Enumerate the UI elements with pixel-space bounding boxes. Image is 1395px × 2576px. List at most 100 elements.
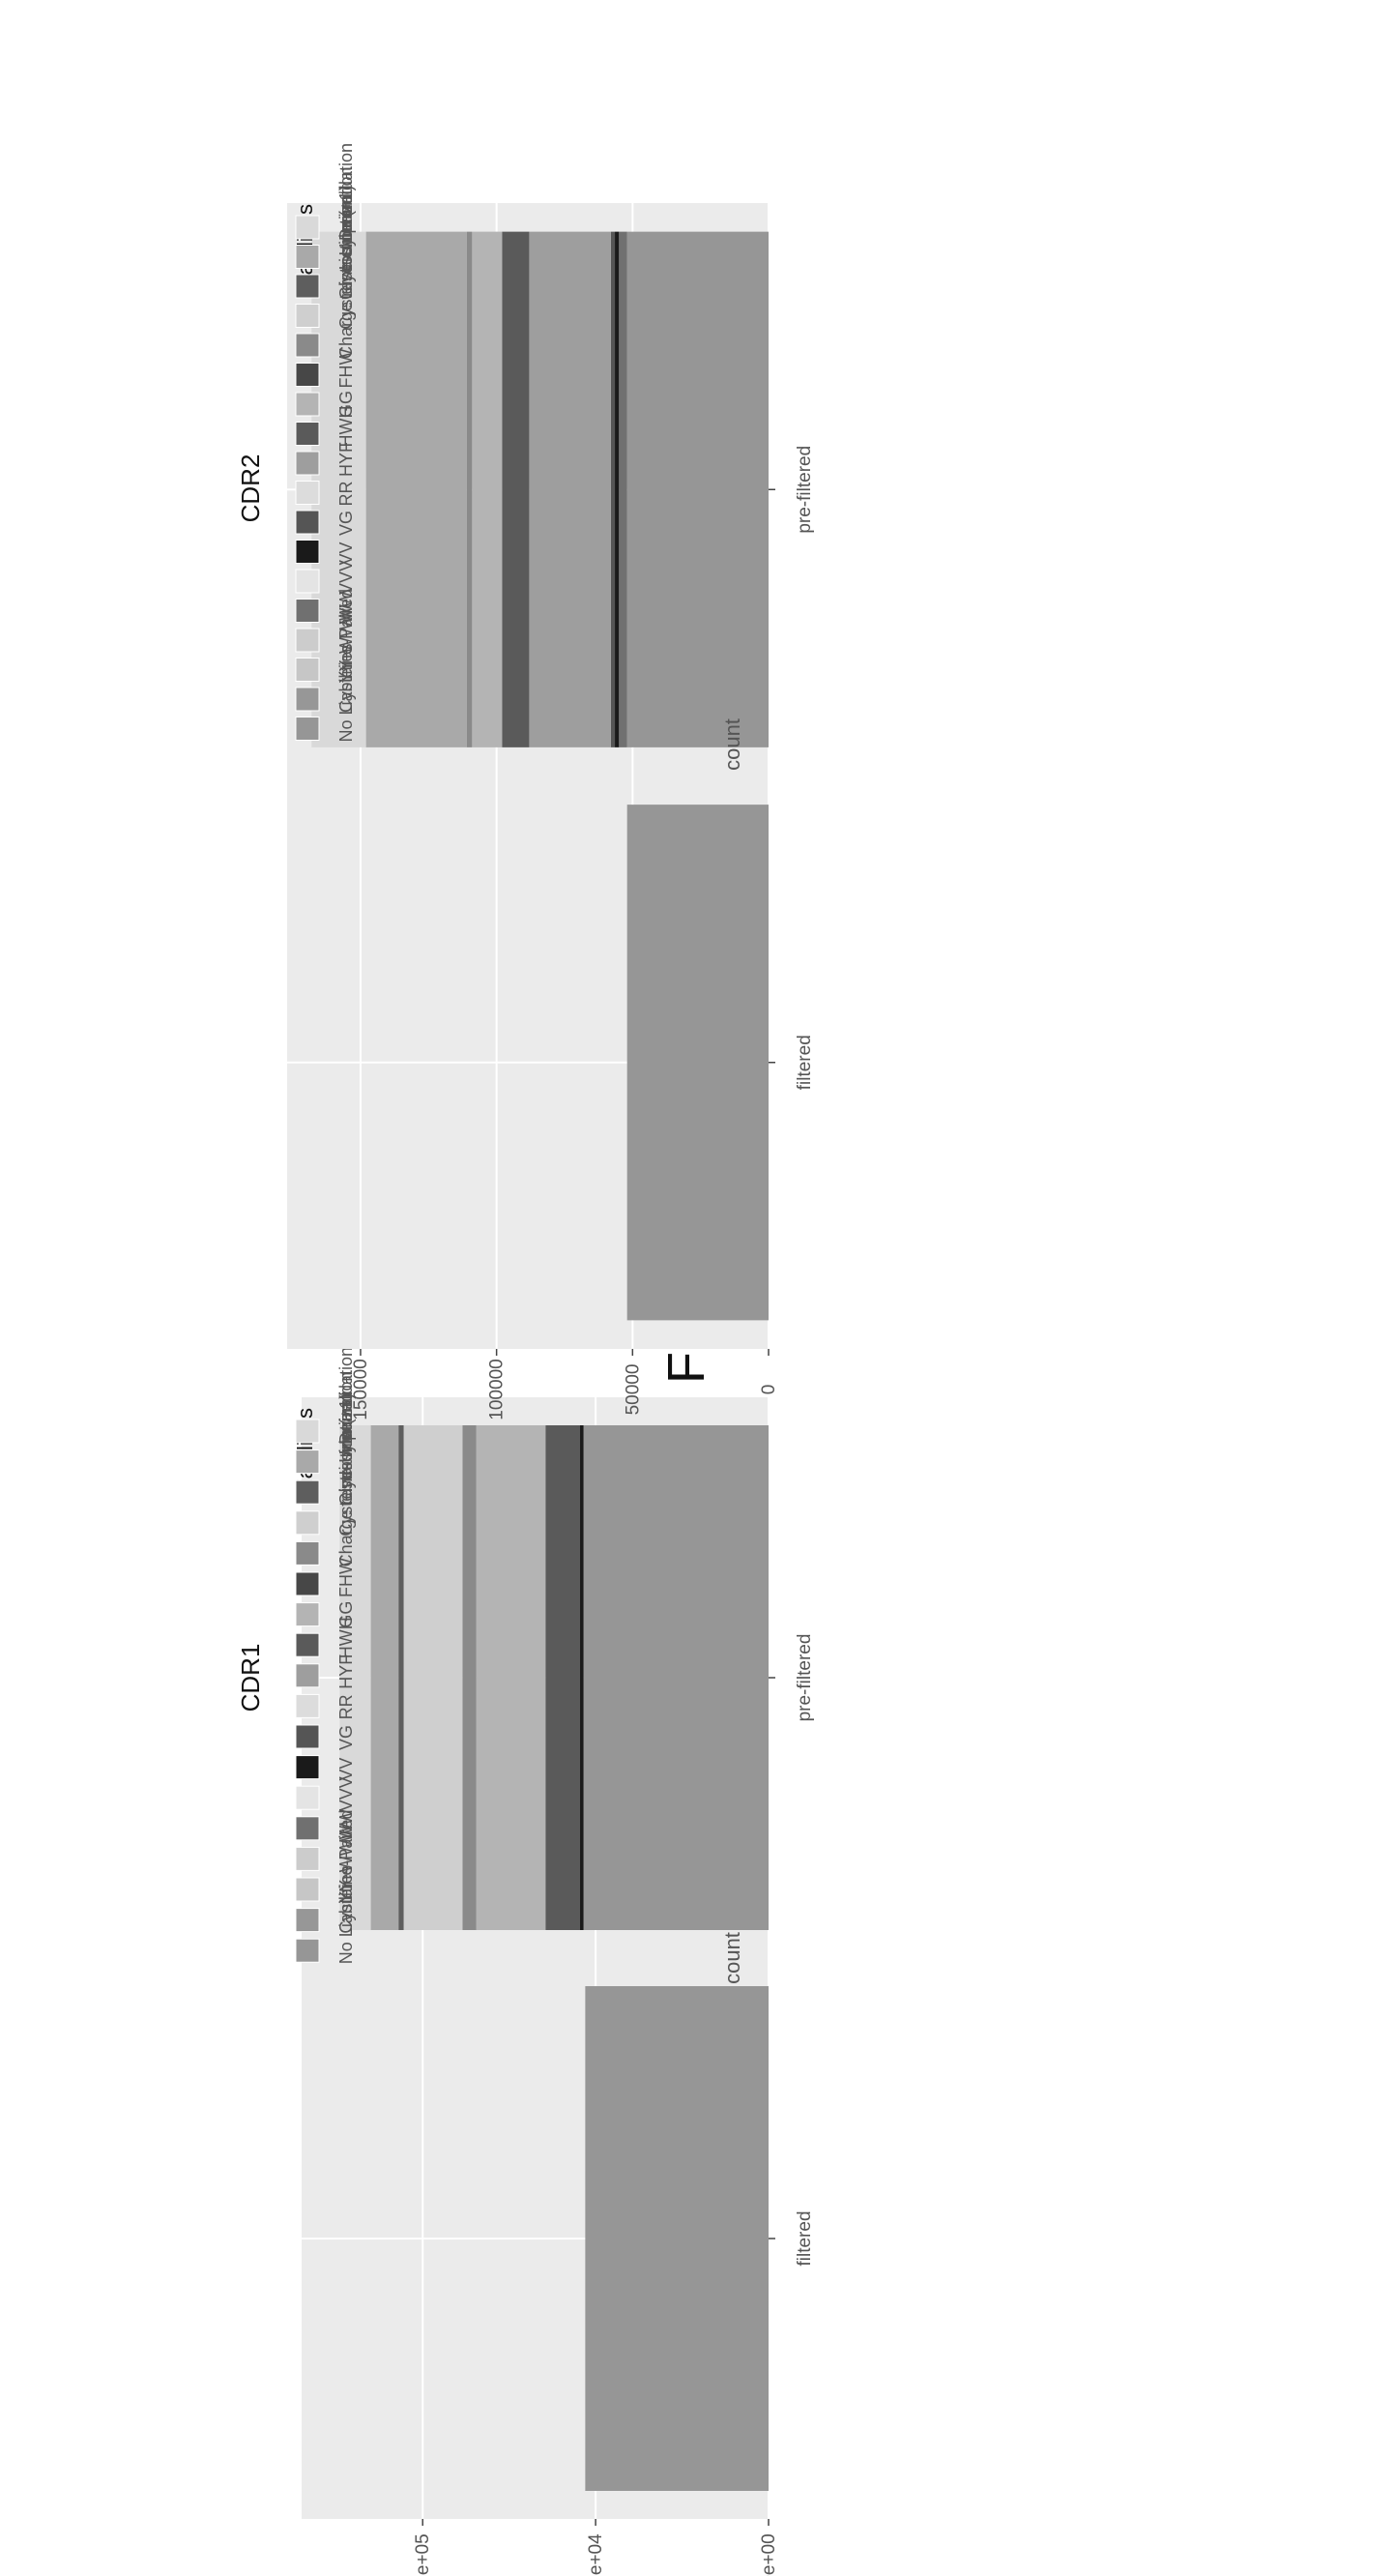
legend-swatch-yy xyxy=(295,1877,320,1902)
bar-segment-hwh xyxy=(502,231,530,747)
x-tick-label: pre-filtered xyxy=(795,446,815,534)
legend-label: No Liabilities xyxy=(336,1865,356,1964)
legend-label: HWH xyxy=(336,406,356,448)
legend-swatch-charge-restriction-1 xyxy=(295,1540,320,1566)
legend-swatch-www xyxy=(295,1846,320,1871)
bar-segment-isomerization xyxy=(370,1425,399,1930)
legend-label: YY xyxy=(336,1880,356,1903)
legend-swatch-cysteine-paired xyxy=(295,1908,320,1933)
legend-swatch-hyf xyxy=(295,451,320,476)
legend-label: Charge restriction (+1) xyxy=(336,1393,356,1567)
bar-segment-vg xyxy=(610,231,616,747)
legend-label: FHW xyxy=(336,1558,356,1597)
legend-swatch-vg xyxy=(295,510,320,535)
x-tick-label: pre-filtered xyxy=(795,1634,815,1722)
chart-cdr2: 0 50000 100000 150000 filtered pre-filtered co… xyxy=(236,143,815,1420)
legend-swatch-fhw xyxy=(295,1571,320,1596)
legend-swatch-glycosylation xyxy=(295,274,320,299)
bar-segment-isomerization xyxy=(365,231,467,747)
legend-label: VG xyxy=(336,1725,356,1750)
legend-swatch-vvv xyxy=(295,569,320,594)
y-tick-label: 0 xyxy=(759,1385,779,1395)
legend-label: Glycosylation xyxy=(336,196,356,300)
legend-swatch-rr xyxy=(295,1693,320,1718)
legend-swatch-fhw xyxy=(295,363,320,387)
legend-swatch-deamidation xyxy=(295,215,320,240)
legend-swatch-isomerization xyxy=(295,245,320,269)
legend-label: VVV xyxy=(336,1776,356,1811)
legend-label: Cysteine-Paired xyxy=(336,589,356,713)
legend-swatch-cysteine-paired xyxy=(295,687,320,712)
bar-segment-hyf xyxy=(529,231,611,747)
legend-label: RR xyxy=(336,1694,356,1719)
chart-cdr1: 0e+00 5e+04 1e+05 filtered pre-filtered count… xyxy=(236,1347,815,2576)
legend-label: VG xyxy=(336,511,356,536)
legend-swatch-vg xyxy=(295,1724,320,1749)
legend-label: Cysteine-Unpaired xyxy=(336,185,356,329)
legend-label: Deamidation xyxy=(336,143,356,241)
bar-segment-gg xyxy=(472,231,503,747)
legend-swatch-gg xyxy=(295,1602,320,1627)
legend-swatch-yy xyxy=(295,658,320,682)
bar-segment-cysteine-unpaired xyxy=(403,1425,463,1930)
legend-swatch-gg xyxy=(295,392,320,417)
legend-label: FHW xyxy=(336,349,356,389)
legend-label: Cysteine-Unpaired xyxy=(336,1392,356,1537)
chart-title: CDR2 xyxy=(236,454,265,523)
legend-swatch-cysteine-unpaired xyxy=(295,1510,320,1536)
legend-label: HYF xyxy=(336,1654,356,1689)
bar-segment-deamidation xyxy=(311,231,366,747)
legend-label: Charge restriction (+1) xyxy=(336,185,356,359)
legend-swatch-vv xyxy=(295,540,320,564)
legend-label: VV xyxy=(336,542,356,565)
legend-swatch-no-liabilities xyxy=(295,1938,320,1963)
legend-swatch-charge-restriction-1 xyxy=(295,333,320,358)
legend-label: YY xyxy=(336,659,356,683)
legend-label: Glycosylation xyxy=(336,1402,356,1506)
legend-label: GG xyxy=(336,391,356,418)
legend-label: RR xyxy=(336,482,356,507)
legend-label: Deamidation xyxy=(336,1347,356,1445)
legend-swatch-ww xyxy=(295,1816,320,1841)
bar-segment-charge-restriction-1 xyxy=(462,1425,477,1930)
legend-label: No Liabilities xyxy=(336,643,356,742)
legend-swatch-cysteine-unpaired xyxy=(295,304,320,328)
bar-segment-vv xyxy=(580,1425,584,1930)
y-tick-label: 50000 xyxy=(623,1364,643,1416)
legend-swatch-isomerization xyxy=(295,1449,320,1475)
bar-segment-glycosylation xyxy=(398,1425,404,1930)
bar-segment-no-liabilities xyxy=(626,231,769,747)
legend-swatch-hyf xyxy=(295,1663,320,1688)
x-tick-label: filtered xyxy=(795,2210,815,2266)
legend-swatch-vv xyxy=(295,1755,320,1780)
legend-swatch-hwh xyxy=(295,1632,320,1657)
legend-label: HWH xyxy=(336,1617,356,1658)
legend-label: Isomerization xyxy=(336,166,356,270)
bar-segment-ww xyxy=(619,231,627,747)
bar-segment-no-liabilities xyxy=(585,1986,769,2491)
legend-swatch-ww xyxy=(295,599,320,623)
legend-label: WW xyxy=(336,592,356,625)
legend-label: GG xyxy=(336,1601,356,1628)
legend-label: Isomerization xyxy=(336,1372,356,1476)
y-tick-label: 150000 xyxy=(351,1359,371,1420)
x-tick-label: filtered xyxy=(795,1035,815,1090)
bar-segment-no-liabilities xyxy=(583,1425,769,1930)
legend-swatch-deamidation xyxy=(295,1419,320,1444)
legend-label: HYF xyxy=(336,442,356,477)
bar-segment-no-liabilities xyxy=(626,805,769,1321)
y-tick-label: 0e+00 xyxy=(759,2533,779,2576)
bar-segment-gg xyxy=(476,1425,546,1930)
y-axis-label: count xyxy=(720,718,744,771)
y-tick-label: 100000 xyxy=(487,1359,508,1420)
bar-segment-charge-restriction-1 xyxy=(466,231,473,747)
y-tick-label: 1e+05 xyxy=(413,2533,433,2576)
legend-label: VVV xyxy=(336,560,356,595)
chart-title: CDR1 xyxy=(236,1644,265,1712)
legend-swatch-no-liabilities xyxy=(295,717,320,741)
bar-segment-vv xyxy=(615,231,620,747)
bar-segment-deamidation xyxy=(339,1425,371,1930)
legend-label: WWW xyxy=(336,1823,356,1872)
y-tick-label: 5e+04 xyxy=(586,2533,606,2576)
legend-swatch-rr xyxy=(295,481,320,505)
